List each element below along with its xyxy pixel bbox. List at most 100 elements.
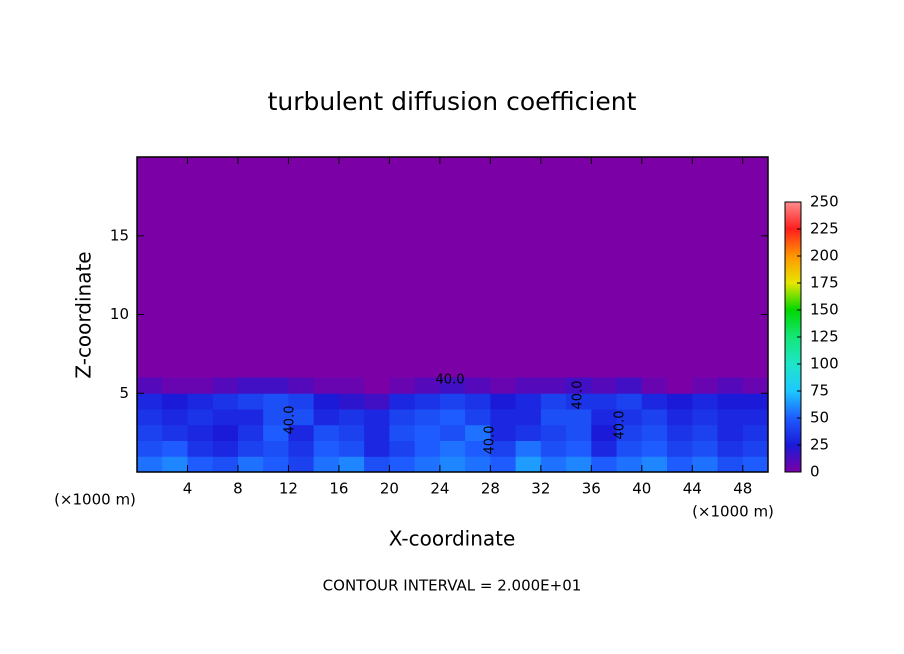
footer: CONTOUR INTERVAL = 2.000E+01: [323, 577, 582, 595]
heat-cell: [540, 440, 567, 457]
heat-cell: [717, 424, 744, 441]
heat-cell: [641, 440, 668, 457]
heat-cell: [338, 424, 365, 441]
heat-cell: [515, 409, 542, 426]
heat-cell: [414, 456, 441, 473]
x-tick-label: 4: [183, 480, 193, 498]
contour-label: 40.0: [613, 411, 628, 440]
heat-cell: [566, 377, 592, 394]
heat-cell: [439, 440, 466, 457]
heat-cell: [187, 393, 214, 410]
heat-cell: [742, 456, 769, 473]
heat-cell: [465, 393, 491, 410]
heat-cell: [313, 440, 340, 457]
heat-cell: [641, 377, 668, 394]
heat-cell: [313, 424, 340, 441]
heat-cell: [566, 456, 592, 473]
heat-cell: [616, 424, 643, 441]
heat-cell: [263, 456, 289, 473]
heat-cell: [364, 377, 390, 394]
heat-cell: [237, 393, 264, 410]
heat-cell: [288, 409, 315, 426]
heat-cell: [742, 424, 769, 441]
heat-cell: [338, 456, 365, 473]
heat-cell: [667, 409, 693, 426]
colorbar-tick-label: 125: [810, 328, 839, 346]
heat-cell: [465, 424, 491, 441]
heat-cell: [338, 440, 365, 457]
heat-cell: [566, 440, 592, 457]
heat-cell: [591, 409, 618, 426]
heat-cell: [187, 377, 214, 394]
heat-cell: [465, 409, 491, 426]
heat-cell: [692, 377, 719, 394]
heat-cell: [212, 377, 239, 394]
x-axis-label: X-coordinate: [389, 527, 516, 551]
x-tick-label: 16: [329, 480, 348, 498]
heat-cell: [137, 456, 163, 473]
heat-cell: [465, 456, 491, 473]
heat-cell: [490, 393, 517, 410]
heat-cell: [490, 440, 517, 457]
heat-cell: [540, 393, 567, 410]
heat-cell: [515, 424, 542, 441]
heat-cell: [162, 409, 188, 426]
heat-cell: [338, 377, 365, 394]
heat-cell: [540, 456, 567, 473]
heat-cell: [591, 456, 618, 473]
heat-cell: [162, 424, 188, 441]
heat-cell: [263, 424, 289, 441]
heat-cell: [414, 409, 441, 426]
heat-cell: [717, 409, 744, 426]
heat-cell: [717, 440, 744, 457]
heat-cell: [364, 424, 390, 441]
chart-title: turbulent diffusion coefficient: [268, 87, 637, 116]
heat-cell: [490, 409, 517, 426]
heat-cell: [162, 440, 188, 457]
heat-cell: [338, 409, 365, 426]
heat-cell: [490, 377, 517, 394]
colorbar-tick-label: 25: [810, 436, 829, 454]
heat-cell: [591, 377, 618, 394]
heat-cell: [338, 393, 365, 410]
heat-cell: [465, 440, 491, 457]
heat-cell: [162, 377, 188, 394]
heat-cell: [439, 456, 466, 473]
heat-cell: [667, 377, 693, 394]
heat-cell: [389, 424, 416, 441]
heat-cell: [641, 393, 668, 410]
heat-cell: [389, 409, 416, 426]
heat-cell: [263, 393, 289, 410]
heat-cell: [364, 440, 390, 457]
colorbar-tick-label: 200: [810, 247, 839, 265]
heat-cell: [616, 409, 643, 426]
y-tick-label: 10: [110, 305, 129, 323]
x-tick-label: 12: [279, 480, 298, 498]
heat-cell: [540, 409, 567, 426]
heat-cell: [439, 393, 466, 410]
heat-cell: [490, 456, 517, 473]
x-tick-label: 40: [632, 480, 651, 498]
heat-cell: [212, 393, 239, 410]
heat-cell: [540, 424, 567, 441]
heat-cell: [692, 409, 719, 426]
heat-cell: [742, 377, 769, 394]
heat-cell: [313, 393, 340, 410]
heat-cell: [641, 424, 668, 441]
heat-cell: [717, 456, 744, 473]
heat-cell: [187, 409, 214, 426]
colorbar-tick-label: 225: [810, 220, 839, 238]
heat-cell: [667, 393, 693, 410]
heat-cell: [591, 424, 618, 441]
heat-cell: [641, 409, 668, 426]
heat-cell: [742, 409, 769, 426]
y-tick-label: 5: [119, 384, 129, 402]
y-axis-label: Z-coordinate: [72, 251, 96, 378]
heat-cell: [717, 377, 744, 394]
heat-cell: [389, 456, 416, 473]
heat-cell: [187, 456, 214, 473]
y-tick-label: 15: [110, 226, 129, 244]
heat-cell: [616, 377, 643, 394]
x-tick-label: 48: [733, 480, 752, 498]
